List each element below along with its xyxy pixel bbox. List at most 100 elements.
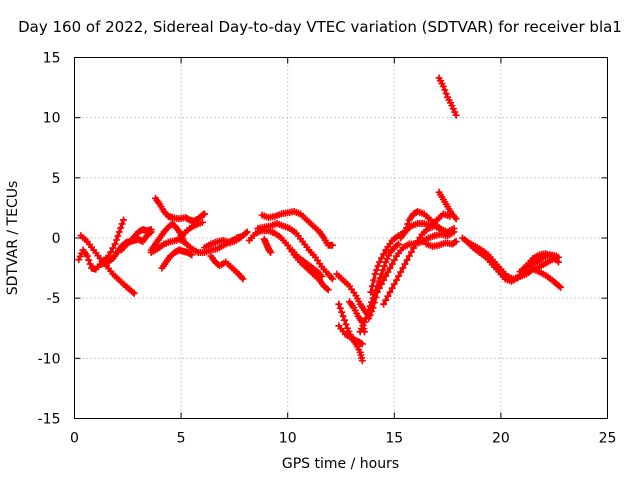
- data-point: [557, 283, 565, 291]
- data-point: [188, 251, 196, 259]
- data-point: [368, 307, 376, 315]
- data-point: [107, 248, 115, 256]
- data-series: [422, 238, 460, 250]
- data-point: [405, 252, 413, 260]
- data-point: [382, 272, 390, 280]
- data-point: [380, 262, 388, 270]
- y-tick-label: 15: [43, 51, 61, 67]
- data-point: [367, 288, 375, 296]
- data-series: [158, 246, 196, 272]
- data-point: [356, 328, 364, 336]
- data-point: [335, 300, 343, 308]
- axis-ticks: [74, 57, 608, 419]
- data-series: [365, 228, 458, 323]
- data-markers: [75, 74, 565, 365]
- data-point: [448, 102, 456, 110]
- data-point: [339, 312, 347, 320]
- data-point: [384, 268, 392, 276]
- data-point: [373, 266, 381, 274]
- data-series: [260, 235, 275, 256]
- data-point: [380, 250, 388, 258]
- data-point: [555, 282, 563, 290]
- data-point: [146, 229, 154, 237]
- y-tick-label: -10: [38, 351, 61, 367]
- data-point: [370, 299, 378, 307]
- data-point: [114, 232, 122, 240]
- x-tick-label: 5: [177, 431, 186, 447]
- y-tick-label: 0: [52, 231, 61, 247]
- data-point: [358, 340, 366, 348]
- data-point: [378, 254, 386, 262]
- grid-lines: [74, 57, 608, 419]
- x-tick-label: 20: [492, 431, 510, 447]
- data-point: [378, 270, 386, 278]
- data-point: [370, 276, 378, 284]
- data-point: [371, 270, 379, 278]
- data-point: [378, 280, 386, 288]
- x-tick-label: 10: [279, 431, 297, 447]
- data-point: [407, 248, 415, 256]
- data-point: [117, 224, 125, 232]
- data-point: [441, 86, 449, 94]
- data-point: [368, 282, 376, 290]
- data-point: [386, 264, 394, 272]
- data-point: [328, 241, 336, 249]
- data-point: [336, 304, 344, 312]
- data-point: [242, 229, 250, 237]
- data-point: [401, 228, 409, 236]
- data-point: [374, 262, 382, 270]
- data-point: [451, 238, 459, 246]
- data-point: [186, 250, 194, 258]
- data-point: [392, 276, 400, 284]
- chart-title: Day 160 of 2022, Sidereal Day-to-day VTE…: [18, 18, 622, 36]
- data-point: [365, 315, 373, 323]
- data-point: [452, 111, 460, 119]
- data-series: [435, 188, 460, 223]
- plot-frame: [74, 57, 608, 419]
- data-series: [333, 270, 373, 320]
- data-point: [115, 228, 123, 236]
- data-point: [338, 308, 346, 316]
- data-point: [404, 220, 412, 228]
- data-point: [85, 256, 93, 264]
- x-tick-label: 25: [599, 431, 617, 447]
- y-tick-label: 5: [52, 171, 61, 187]
- data-point: [318, 273, 326, 281]
- data-point: [403, 256, 411, 264]
- data-point: [86, 260, 94, 268]
- data-point: [388, 260, 396, 268]
- data-point: [439, 82, 447, 90]
- data-point: [372, 293, 380, 301]
- data-series: [207, 252, 247, 283]
- data-series: [463, 238, 560, 285]
- data-point: [358, 325, 366, 333]
- data-point: [342, 320, 350, 328]
- data-point: [83, 252, 91, 260]
- data-point: [198, 218, 206, 226]
- data-point: [239, 275, 247, 283]
- data-point: [120, 216, 128, 224]
- data-point: [358, 357, 366, 365]
- data-point: [383, 255, 391, 263]
- data-point: [109, 244, 117, 252]
- tick-labels: 0 5 10 15 20 25 -15 -10 -5 0 5 10 15: [38, 51, 617, 447]
- data-point: [399, 264, 407, 272]
- data-series: [201, 228, 251, 252]
- y-tick-label: 10: [43, 111, 61, 127]
- data-series: [147, 218, 206, 256]
- data-point: [390, 256, 398, 264]
- data-series: [77, 232, 138, 297]
- data-series: [435, 74, 460, 119]
- data-point: [449, 105, 457, 113]
- data-series: [516, 250, 562, 276]
- data-series: [254, 220, 336, 283]
- data-series: [152, 194, 209, 225]
- data-point: [243, 228, 251, 236]
- data-point: [147, 228, 155, 236]
- data-point: [201, 210, 209, 218]
- data-point: [451, 108, 459, 116]
- data-point: [382, 258, 390, 266]
- data-point: [395, 240, 403, 248]
- data-point: [360, 318, 368, 326]
